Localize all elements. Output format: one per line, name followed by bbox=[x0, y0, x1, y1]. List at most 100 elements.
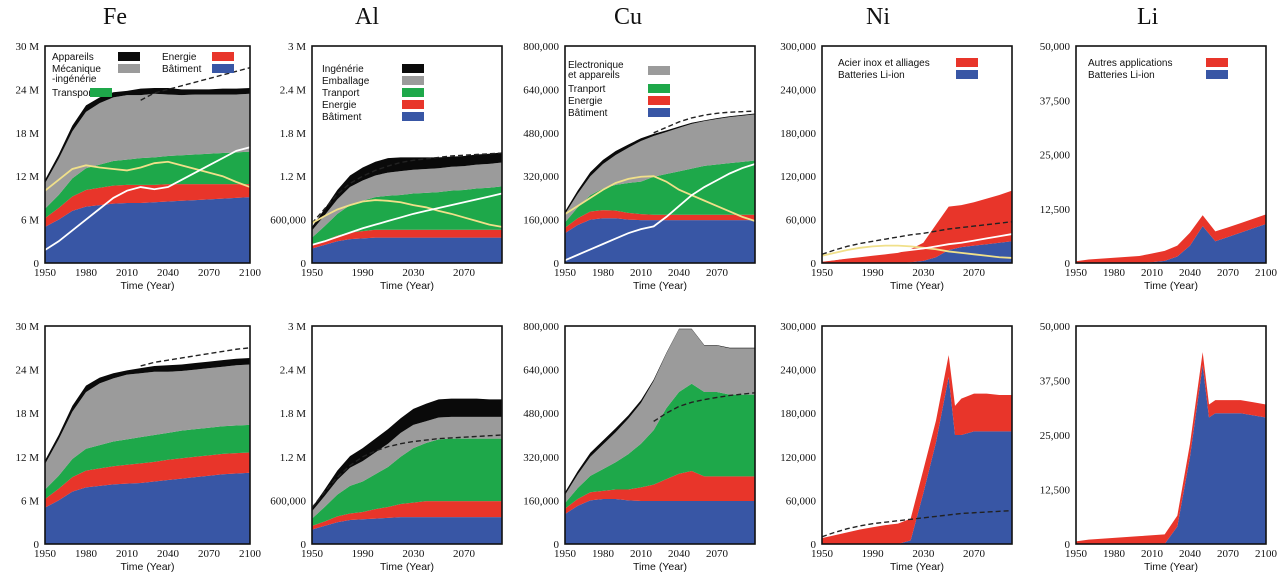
al-top-ytick-label: 1.2 M bbox=[280, 171, 307, 183]
cu-top-legend-label: Electronique bbox=[568, 60, 624, 71]
ni-top-legend-swatch bbox=[956, 58, 978, 67]
ni-top-ytick-label: 240,000 bbox=[780, 84, 816, 96]
al-bottom-ytick-label: 600,000 bbox=[270, 495, 306, 507]
al-top-ytick-label: 0 bbox=[301, 258, 307, 270]
al-top-xtick-label: 1950 bbox=[301, 267, 324, 279]
fe-top-line-dashed bbox=[140, 67, 251, 101]
fe-top-ytick-label: 30 M bbox=[15, 41, 39, 53]
al-bottom-xtick-label: 1990 bbox=[352, 548, 375, 560]
ni-bottom-area-blue bbox=[822, 376, 1012, 544]
li-bottom-area-red bbox=[1076, 352, 1266, 544]
fe-bottom-xtick-label: 1950 bbox=[34, 548, 57, 560]
al-bottom-xaxis-label: Time (Year) bbox=[380, 561, 434, 573]
fe-top-xtick-label: 2070 bbox=[198, 267, 221, 279]
cu-top-legend-label: Tranport bbox=[568, 84, 606, 95]
cu-bottom-xtick-label: 2070 bbox=[706, 548, 729, 560]
cu-top-xtick-label: 1950 bbox=[554, 267, 577, 279]
al-bottom-ytick-label: 1.8 M bbox=[280, 408, 307, 420]
cu-bottom-area-blue bbox=[565, 499, 755, 544]
li-bottom-ytick-label: 0 bbox=[1065, 539, 1071, 551]
li-top-area-red bbox=[1076, 214, 1266, 263]
li-bottom-xaxis-label: Time (Year) bbox=[1144, 561, 1198, 573]
chart-ni-bottom: 0 60,000 120,000 180,000 240,000 300,000 1950 1… bbox=[780, 321, 1013, 573]
li-bottom-area-blue bbox=[1076, 365, 1266, 544]
cu-bottom-xtick-label: 2040 bbox=[668, 548, 691, 560]
fe-bottom-area-blue bbox=[45, 472, 250, 544]
cu-top-ytick-label: 160,000 bbox=[523, 215, 559, 227]
cu-bottom-ytick-label: 160,000 bbox=[523, 495, 559, 507]
cu-top-area-black bbox=[565, 113, 755, 215]
cu-top-xtick-label: 1980 bbox=[592, 267, 615, 279]
al-bottom-area-black bbox=[312, 398, 502, 512]
cu-top-legend-label: et appareils bbox=[568, 70, 620, 81]
li-bottom-ytick-label: 37,500 bbox=[1040, 376, 1071, 388]
al-top-xaxis-label: Time (Year) bbox=[380, 280, 434, 292]
al-bottom-xtick-label: 1950 bbox=[301, 548, 324, 560]
ni-top-xtick-label: 2030 bbox=[912, 267, 935, 279]
ni-top-ytick-label: 300,000 bbox=[780, 41, 816, 53]
li-bottom-xtick-label: 2040 bbox=[1179, 548, 1202, 560]
ni-bottom-xaxis-label: Time (Year) bbox=[890, 561, 944, 573]
cu-top-xtick-label: 2040 bbox=[668, 267, 691, 279]
ni-bottom-ytick-label: 300,000 bbox=[780, 321, 816, 333]
fe-top-frame bbox=[44, 45, 251, 264]
al-top-ytick-label: 2.4 M bbox=[280, 84, 307, 96]
cu-bottom-xtick-label: 1980 bbox=[592, 548, 615, 560]
al-top-legend-swatch bbox=[402, 112, 424, 121]
cu-top-xaxis-label: Time (Year) bbox=[633, 280, 687, 292]
cu-top-line-yellow bbox=[564, 175, 756, 222]
li-top-ytick-label: 12,500 bbox=[1040, 204, 1071, 216]
al-bottom-area-red bbox=[312, 501, 502, 530]
al-top-legend-swatch bbox=[402, 100, 424, 109]
li-bottom-xtick-label: 2010 bbox=[1141, 548, 1164, 560]
cu-top-ytick-label: 320,000 bbox=[523, 171, 559, 183]
al-top-legend-label: Ingénérie bbox=[322, 64, 364, 75]
chart-fe-bottom: 0 6 M 12 M 18 M 24 M 30 M 1950 1980 2010 2040 2070… bbox=[15, 321, 261, 573]
cu-top-line-white_line bbox=[564, 163, 756, 262]
cu-top-legend-swatch bbox=[648, 84, 670, 93]
cu-top-legend-swatch bbox=[648, 96, 670, 105]
cu-top-frame bbox=[564, 45, 756, 264]
ni-top-ytick-label: 180,000 bbox=[780, 128, 816, 140]
fe-top-area-green bbox=[45, 151, 250, 219]
fe-bottom-xtick-label: 1980 bbox=[75, 548, 98, 560]
cu-top-ytick-label: 800,000 bbox=[523, 41, 559, 53]
chart-li-top: 0 12,500 25,000 37,500 50,000 1950 1980 2010 204… bbox=[1040, 41, 1278, 292]
fe-bottom-area-gray bbox=[45, 364, 250, 490]
al-top-ytick-label: 600,000 bbox=[270, 215, 306, 227]
fe-bottom-xtick-label: 2070 bbox=[198, 548, 221, 560]
chart-ni-top: 0 60,000 120,000 180,000 240,000 300,000 1950 1… bbox=[780, 41, 1013, 292]
li-bottom-xtick-label: 1950 bbox=[1065, 548, 1088, 560]
fe-bottom-area-black bbox=[45, 357, 250, 465]
cu-top-legend-label: Bâtiment bbox=[568, 108, 608, 119]
cu-bottom-ytick-label: 0 bbox=[554, 539, 560, 551]
fe-top-xtick-label: 1950 bbox=[34, 267, 57, 279]
al-top-xtick-label: 2070 bbox=[453, 267, 476, 279]
fe-top-ytick-label: 24 M bbox=[15, 84, 39, 96]
fe-top-legend-swatch bbox=[212, 52, 234, 61]
cu-top-area-red bbox=[565, 210, 755, 234]
ni-bottom-area-red bbox=[822, 355, 1012, 544]
cu-top-ytick-label: 480,000 bbox=[523, 128, 559, 140]
fe-bottom-area-red bbox=[45, 452, 250, 508]
li-bottom-ytick-label: 50,000 bbox=[1040, 321, 1071, 333]
cu-top-line-dashed bbox=[653, 110, 756, 134]
li-top-ytick-label: 0 bbox=[1065, 258, 1071, 270]
chart-al-bottom: 0 600,000 1.2 M 1.8 M 2.4 M 3 M 1950 1990 2030 20… bbox=[270, 321, 503, 573]
cu-bottom-xaxis-label: Time (Year) bbox=[633, 561, 687, 573]
ni-top-line-dashed bbox=[821, 221, 1013, 255]
chart-cu-bottom: 0 160,000 320,000 480,000 640,000 800,000 1950… bbox=[523, 321, 756, 573]
al-top-legend-label: Energie bbox=[322, 100, 357, 111]
fe-bottom-ytick-label: 18 M bbox=[15, 408, 39, 420]
al-top-area-black bbox=[312, 152, 502, 231]
cu-bottom-frame bbox=[564, 325, 756, 545]
al-top-legend: IngénérieEmballageTranportEnergieBâtimen… bbox=[322, 64, 424, 123]
al-top-area-gray bbox=[312, 162, 502, 238]
cu-top-area-gray bbox=[565, 114, 755, 223]
ni-top-legend-swatch bbox=[956, 70, 978, 79]
fe-top-xtick-label: 2040 bbox=[157, 267, 180, 279]
al-bottom-line-dashed bbox=[311, 434, 503, 509]
